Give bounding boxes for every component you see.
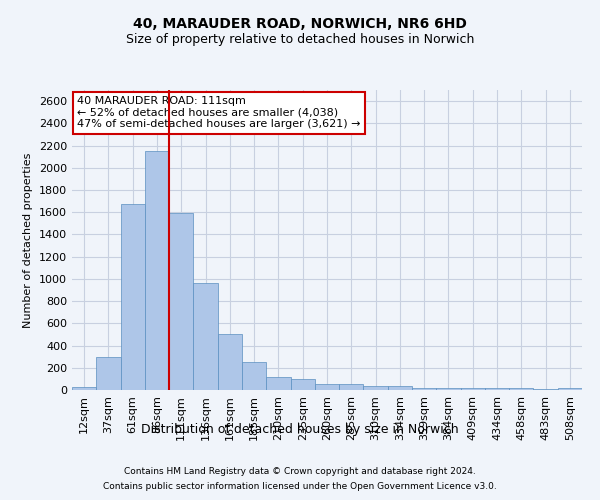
Bar (169, 214, 193, 390)
Bar (72, 387, 96, 390)
Bar (242, 362, 266, 390)
Bar (121, 204, 145, 390)
Bar (364, 386, 388, 390)
Bar (412, 388, 436, 390)
Bar (266, 376, 290, 390)
Text: Distribution of detached houses by size in Norwich: Distribution of detached houses by size … (141, 422, 459, 436)
Bar (461, 388, 485, 390)
Text: 40, MARAUDER ROAD, NORWICH, NR6 6HD: 40, MARAUDER ROAD, NORWICH, NR6 6HD (133, 18, 467, 32)
Bar (485, 388, 509, 390)
Text: 40 MARAUDER ROAD: 111sqm
← 52% of detached houses are smaller (4,038)
47% of sem: 40 MARAUDER ROAD: 111sqm ← 52% of detach… (77, 96, 361, 129)
Bar (339, 384, 364, 390)
Y-axis label: Number of detached properties: Number of detached properties (23, 152, 34, 328)
Bar (509, 388, 533, 390)
Text: Contains HM Land Registry data © Crown copyright and database right 2024.: Contains HM Land Registry data © Crown c… (124, 467, 476, 476)
Bar (388, 386, 412, 390)
Bar (96, 356, 121, 390)
Bar (218, 334, 242, 390)
Bar (193, 284, 218, 390)
Bar (145, 151, 169, 390)
Bar (558, 388, 582, 390)
Bar (315, 384, 339, 390)
Bar (436, 388, 461, 390)
Text: Size of property relative to detached houses in Norwich: Size of property relative to detached ho… (126, 32, 474, 46)
Bar (290, 379, 315, 390)
Text: Contains public sector information licensed under the Open Government Licence v3: Contains public sector information licen… (103, 482, 497, 491)
